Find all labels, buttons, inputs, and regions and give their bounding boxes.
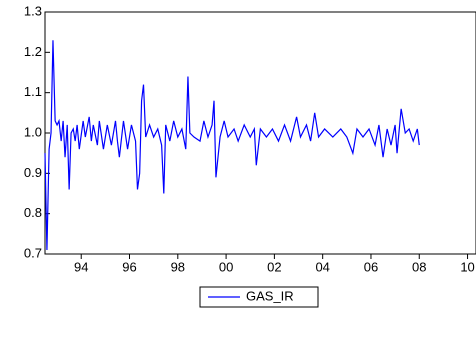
- x-tick-label: 94: [74, 259, 88, 274]
- x-tick-label: 06: [364, 259, 378, 274]
- x-tick-label: 02: [267, 259, 281, 274]
- x-tick-label: 08: [412, 259, 426, 274]
- legend-box: [199, 286, 319, 308]
- y-tick-label: 0.9: [24, 165, 42, 180]
- y-tick-label: 1.1: [24, 84, 42, 99]
- y-tick-label: 0.8: [24, 205, 42, 220]
- y-tick-label: 1.0: [24, 124, 42, 139]
- x-tick-label: 98: [171, 259, 185, 274]
- x-tick-label: 04: [315, 259, 329, 274]
- x-tick-label: 00: [219, 259, 233, 274]
- data-line: [44, 40, 420, 250]
- x-tick-label: 96: [122, 259, 136, 274]
- y-tick-label: 0.7: [24, 245, 42, 260]
- y-tick-label: 1.3: [24, 3, 42, 18]
- x-tick-label: 10: [460, 259, 474, 274]
- legend-label: GAS_IR: [246, 288, 294, 303]
- y-tick-label: 1.2: [24, 44, 42, 59]
